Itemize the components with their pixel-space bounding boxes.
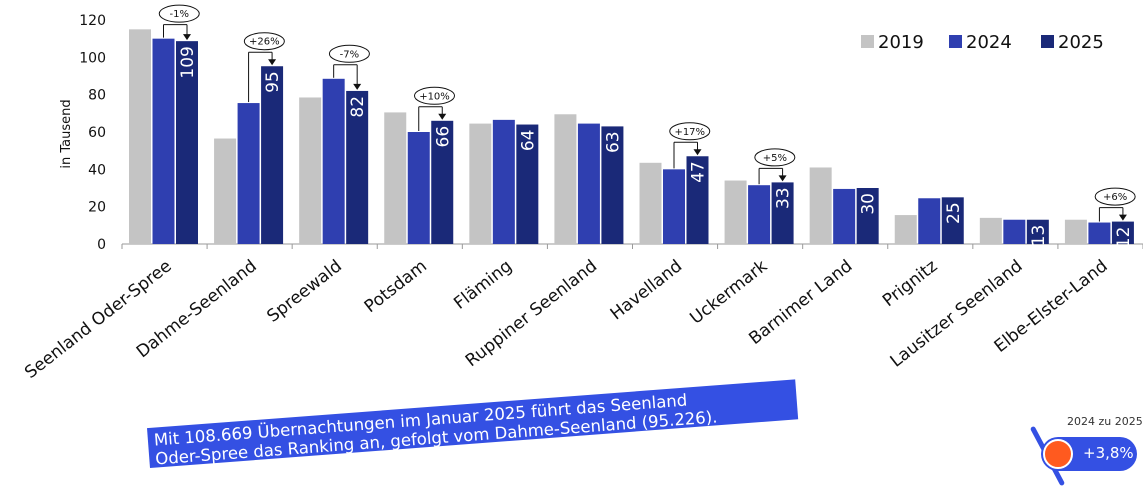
- bar-2025: [346, 90, 369, 244]
- change-pill: [243, 32, 285, 51]
- y-tick-label: 120: [79, 13, 106, 29]
- change-arrow-icon: [353, 83, 362, 90]
- data-label: 25: [944, 202, 964, 224]
- bar-2025: [176, 41, 198, 244]
- bar-2019: [724, 180, 747, 244]
- bar-2019: [809, 167, 832, 244]
- category-label: Prignitz: [879, 256, 941, 311]
- bar-2024: [1003, 219, 1026, 244]
- bar-2024: [1088, 222, 1111, 244]
- bar-2019: [1064, 219, 1087, 244]
- legend-swatch: [861, 35, 874, 48]
- bar-2025: [686, 156, 709, 244]
- category-label: Seenland Oder-Spree: [21, 256, 175, 383]
- bar-2025: [261, 66, 284, 244]
- y-tick-label: 100: [79, 50, 106, 66]
- y-tick-label: 80: [88, 88, 106, 104]
- change-label: +10%: [419, 91, 450, 102]
- bar-2024: [322, 78, 345, 244]
- legend-swatch: [1041, 35, 1054, 48]
- bar-2024: [918, 198, 941, 244]
- badge-logo-icon: [1043, 439, 1073, 469]
- bar-2024: [152, 38, 175, 244]
- change-pill: [414, 86, 455, 105]
- bar-2019: [299, 97, 322, 244]
- change-label: +5%: [763, 153, 787, 164]
- bar-2024: [407, 132, 430, 244]
- bar-2019: [129, 29, 151, 245]
- bar-2025: [1026, 219, 1049, 244]
- data-label: 109: [178, 46, 198, 78]
- change-pill: [754, 148, 796, 167]
- change-label: -1%: [170, 9, 189, 20]
- change-badge: 2024 zu 2025 +3,8%: [1029, 415, 1143, 493]
- bar-2024: [833, 188, 856, 244]
- legend-entry: 2019: [878, 32, 924, 53]
- change-arrow-icon: [1118, 214, 1127, 221]
- legend-entry: 2024: [966, 32, 1012, 53]
- bar-2019: [554, 114, 577, 245]
- y-tick-label: 60: [88, 125, 106, 141]
- category-label: Uckermark: [686, 256, 771, 328]
- bar-2019: [469, 123, 492, 244]
- change-label: +17%: [674, 127, 705, 138]
- change-arrow-icon: [693, 149, 702, 156]
- data-label: 82: [348, 96, 368, 118]
- data-label: 63: [603, 131, 623, 153]
- legend-swatch: [949, 35, 962, 48]
- category-label: Spreewald: [263, 256, 345, 327]
- bar-2025: [516, 124, 539, 244]
- y-tick-label: 0: [97, 237, 106, 253]
- change-label: +26%: [249, 37, 280, 48]
- change-pill: [669, 122, 711, 141]
- bar-2024: [663, 169, 685, 244]
- bar-2019: [214, 138, 237, 244]
- change-pill: [1094, 187, 1136, 206]
- bar-2025: [771, 182, 794, 244]
- bar-2019: [979, 217, 1002, 244]
- bar-2019: [894, 215, 917, 244]
- bar-2025: [856, 188, 879, 244]
- change-arrow-icon: [438, 113, 447, 120]
- data-label: 30: [859, 193, 879, 215]
- data-label: 13: [1029, 225, 1049, 247]
- badge-value: +3,8%: [1083, 444, 1134, 462]
- data-label: 66: [433, 126, 453, 148]
- y-tick-label: 40: [88, 162, 106, 178]
- change-arrow-icon: [778, 175, 787, 182]
- change-pill: [328, 44, 370, 63]
- data-label: 33: [774, 187, 794, 209]
- data-label: 47: [689, 161, 709, 183]
- change-arrow-icon: [268, 59, 277, 66]
- bar-2024: [237, 103, 260, 244]
- category-label: Potsdam: [361, 256, 431, 317]
- bar-2019: [384, 112, 407, 245]
- data-label: 12: [1114, 227, 1134, 249]
- change-arrow-icon: [183, 34, 191, 41]
- category-label: Havelland: [607, 256, 686, 324]
- bar-2024: [577, 123, 600, 244]
- change-label: +6%: [1103, 192, 1127, 203]
- change-label: -7%: [340, 49, 359, 60]
- bar-2025: [601, 126, 624, 244]
- change-pill: [158, 4, 200, 23]
- bar-2019: [639, 162, 662, 244]
- bar-2025: [1111, 221, 1134, 244]
- bar-2024: [748, 185, 771, 244]
- data-label: 95: [263, 71, 283, 93]
- bar-2025: [431, 120, 454, 244]
- legend-entry: 2025: [1058, 32, 1104, 53]
- data-label: 64: [518, 130, 538, 152]
- y-tick-label: 20: [88, 200, 106, 216]
- bar-2024: [492, 119, 515, 244]
- category-label: Fläming: [450, 256, 516, 313]
- y-axis-label: in Tausend: [59, 99, 74, 168]
- badge-label: 2024 zu 2025: [1067, 415, 1143, 428]
- bar-2025: [941, 197, 964, 244]
